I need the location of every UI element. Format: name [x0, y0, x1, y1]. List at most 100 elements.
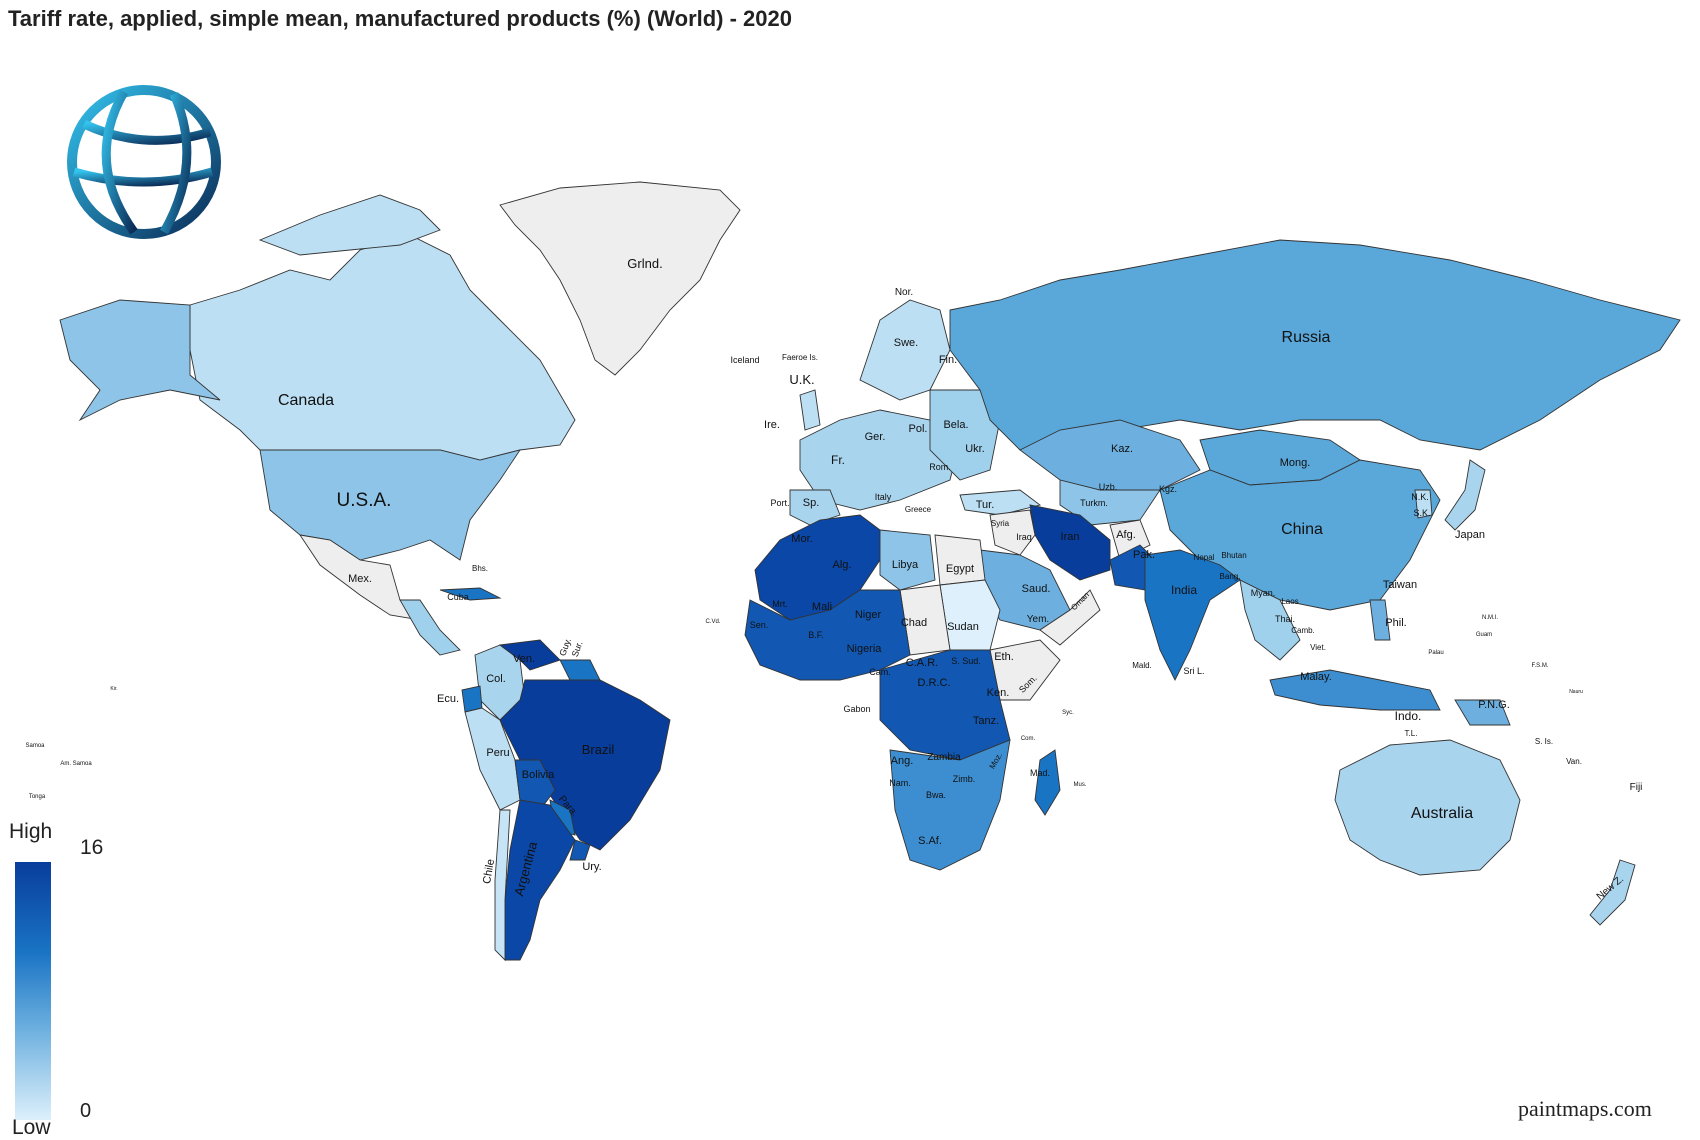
japan [1444, 459, 1486, 531]
west-africa [744, 589, 911, 681]
central-africa [879, 649, 1011, 761]
legend-high-label: High [9, 820, 53, 843]
label-senegal: Sen. [750, 620, 769, 630]
russia [949, 239, 1681, 461]
label-colombia: Col. [486, 673, 506, 685]
scandinavia [859, 299, 951, 401]
cuba [439, 587, 502, 601]
label-comoros: Com. [1021, 736, 1036, 742]
label-uk: U.K. [789, 372, 814, 387]
label-bhutan: Bhutan [1221, 551, 1246, 560]
label-poland: Pol. [909, 423, 928, 435]
southern-africa [889, 739, 1011, 871]
turkey [959, 489, 1042, 516]
libya [879, 529, 936, 591]
label-portugal: Port. [770, 498, 789, 508]
venezuela [498, 639, 561, 671]
label-burkina: B.F. [808, 630, 824, 640]
iraq-syria [989, 509, 1036, 556]
india [1144, 549, 1241, 682]
legend-min-value: 0 [80, 1100, 92, 1122]
label-nepal: Nepal [1194, 553, 1215, 562]
label-venezuela: Ven. [513, 653, 535, 665]
label-cuba: Cuba [447, 592, 469, 602]
label-chad: Chad [901, 617, 927, 629]
argentina [504, 799, 576, 961]
label-myanmar: Myan. [1251, 588, 1276, 598]
label-pakistan: Pak. [1133, 549, 1155, 561]
label-china: China [1281, 521, 1323, 538]
label-tonga: Tonga [29, 794, 46, 800]
label-car: C.A.R. [906, 657, 938, 669]
label-russia: Russia [1282, 329, 1331, 346]
label-mexico: Mex. [348, 573, 372, 585]
label-chile: Chile [481, 858, 497, 885]
label-syria: Syria [991, 519, 1010, 528]
label-greenland: Grlnd. [627, 256, 662, 271]
label-saudi: Saud. [1022, 583, 1051, 595]
label-brazil: Brazil [582, 742, 615, 757]
bolivia [514, 759, 556, 811]
label-iraq: Iraq [1016, 532, 1032, 542]
label-cambodia: Camb. [1291, 626, 1315, 635]
legend-color-bar [15, 862, 51, 1120]
label-cameroon: Cam. [869, 667, 891, 677]
label-solomon: S. Is. [1535, 737, 1553, 746]
label-zimbabwe: Zimb. [953, 774, 976, 784]
label-norway: Nor. [895, 287, 913, 298]
label-indonesia: Indo. [1395, 709, 1422, 723]
label-mauritania: Mrt. [772, 599, 788, 609]
madagascar [1034, 749, 1061, 816]
globe-icon [67, 85, 221, 239]
label-afghanistan: Afg. [1116, 529, 1136, 541]
label-nkorea: N.K. [1411, 492, 1429, 502]
label-samoa: Samoa [25, 743, 45, 749]
label-faroe: Faeroe Is. [782, 353, 818, 362]
label-ireland: Ire. [764, 419, 780, 431]
label-uruguay: Ury. [582, 861, 601, 873]
label-png: P.N.G. [1478, 699, 1510, 711]
label-yemen: Yem. [1027, 614, 1049, 625]
label-japan: Japan [1455, 529, 1485, 541]
label-algeria: Alg. [833, 559, 852, 571]
label-nigeria: Nigeria [847, 643, 883, 655]
png [1454, 699, 1511, 726]
label-kyrgyzstan: Kgz. [1159, 484, 1177, 494]
label-taiwan: Taiwan [1383, 579, 1417, 591]
credit-text: paintmaps.com [1518, 1096, 1652, 1121]
label-sudan: Sudan [947, 621, 979, 633]
label-sri-lanka: Sri L. [1183, 666, 1204, 676]
label-finland: Fin. [939, 354, 957, 366]
label-skorea: S.K. [1413, 508, 1430, 518]
label-germany: Ger. [865, 431, 886, 443]
label-bolivia: Bolivia [522, 769, 555, 781]
label-greece: Greece [905, 505, 932, 514]
label-kenya: Ken. [987, 687, 1010, 699]
label-niger: Niger [855, 609, 882, 621]
label-mali: Mali [812, 601, 832, 613]
alaska [59, 299, 221, 422]
label-france: Fr. [831, 453, 845, 467]
label-tanzania: Tanz. [973, 715, 999, 727]
label-turkmenistan: Turkm. [1080, 498, 1108, 508]
label-morocco: Mor. [791, 533, 812, 545]
label-vanuatu: Van. [1566, 757, 1582, 766]
label-drc: D.R.C. [918, 677, 951, 689]
label-thailand: Thai. [1275, 614, 1295, 624]
label-kazakhstan: Kaz. [1111, 443, 1133, 455]
map-title: Tariff rate, applied, simple mean, manuf… [8, 6, 792, 31]
korea [1414, 489, 1433, 519]
uk [799, 389, 821, 431]
indonesia [1269, 669, 1441, 711]
label-sweden: Swe. [894, 337, 918, 349]
label-ssudan: S. Sud. [951, 656, 981, 666]
legend-low-label: Low [12, 1116, 51, 1139]
label-italy: Italy [875, 492, 892, 502]
label-fsm: F.S.M. [1531, 663, 1548, 669]
label-egypt: Egypt [946, 563, 974, 575]
label-romania: Rom. [929, 462, 951, 472]
label-usa: U.S.A. [337, 490, 392, 511]
label-ethiopia: Eth. [994, 651, 1014, 663]
label-vietnam: Viet. [1310, 643, 1326, 652]
label-philippines: Phil. [1385, 617, 1406, 629]
